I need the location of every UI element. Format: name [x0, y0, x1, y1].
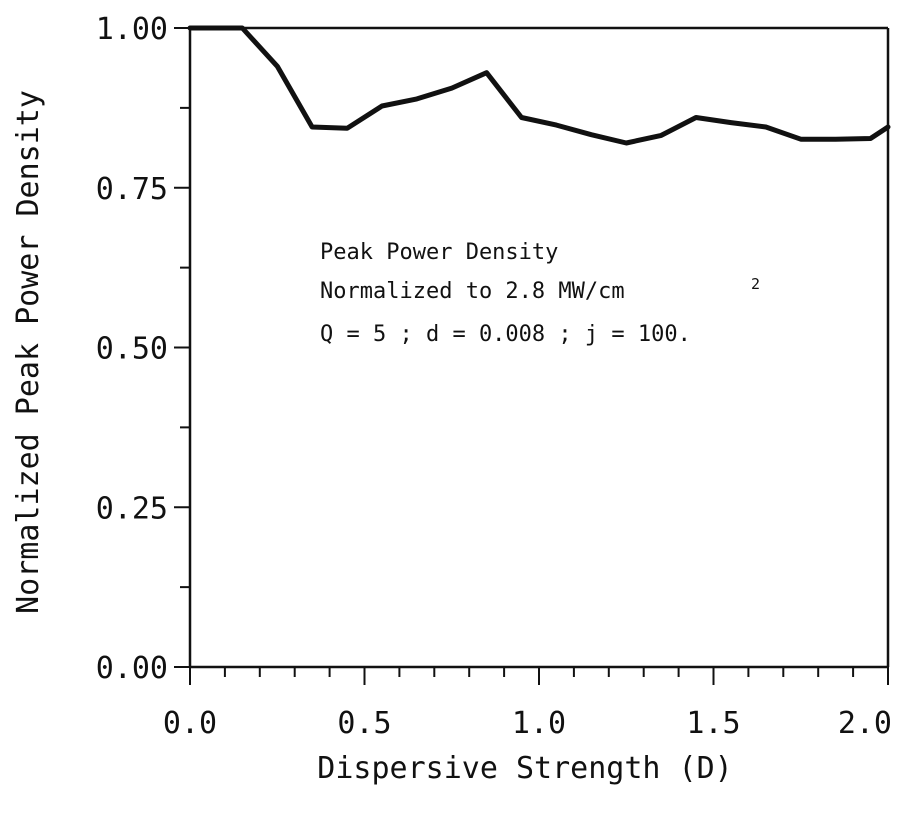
y-axis-title: Normalized Peak Power Density	[11, 90, 46, 614]
x-tick-label: 0.5	[337, 706, 391, 741]
x-tick-label: 0.0	[163, 706, 217, 741]
y-ticks	[174, 27, 190, 668]
annotation-line-1: Peak Power Density	[320, 240, 558, 265]
annotation-line-2-wrap: Normalized to 2.8 MW/cm	[320, 279, 625, 304]
x-tick-label: 1.5	[686, 706, 740, 741]
annotation-line-2-superscript: 2	[751, 275, 760, 293]
annotation: Peak Power Density Normalized to 2.8 MW/…	[320, 240, 760, 347]
x-tick-label: 1.0	[512, 706, 566, 741]
series-line	[187, 25, 891, 146]
x-tick-label: 2.0	[838, 706, 892, 741]
y-tick-label: 0.75	[96, 172, 168, 207]
annotation-line-2: Normalized to 2.8 MW/cm	[320, 279, 625, 304]
x-ticks	[189, 667, 889, 685]
y-tick-label: 1.00	[96, 12, 168, 47]
y-tick-labels: 0.00 0.25 0.50 0.75 1.00	[96, 12, 168, 686]
x-axis-title: Dispersive Strength (D)	[317, 751, 732, 786]
x-tick-labels: 0.0 0.5 1.0 1.5 2.0	[163, 706, 892, 741]
annotation-line-3: Q = 5 ; d = 0.008 ; j = 100.	[320, 322, 691, 347]
y-tick-label: 0.00	[96, 651, 168, 686]
y-tick-label: 0.25	[96, 491, 168, 526]
y-tick-label: 0.50	[96, 332, 168, 367]
